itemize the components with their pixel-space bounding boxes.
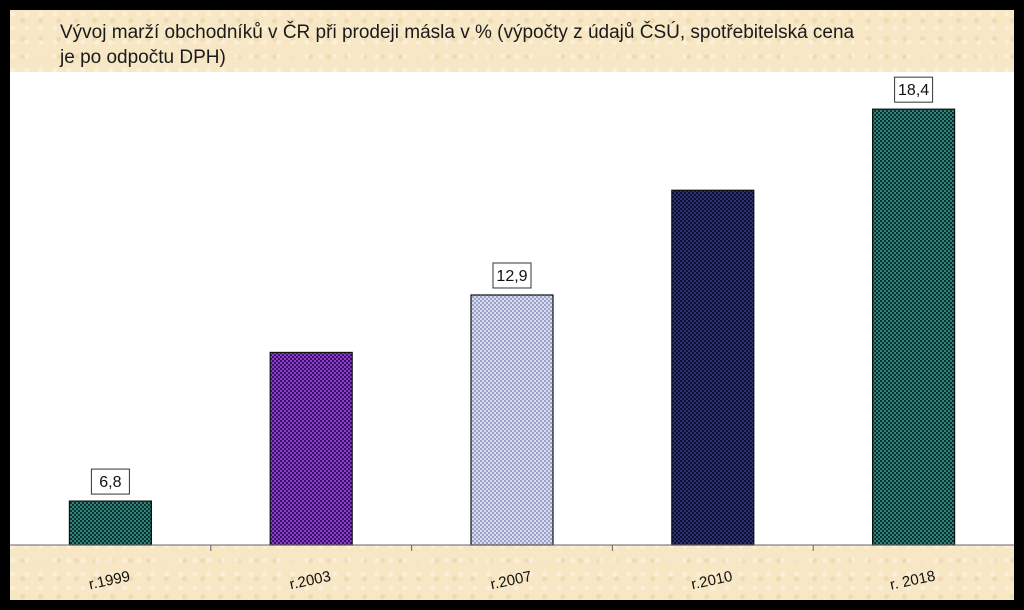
x-tick-label: r.2003 [288,568,332,593]
x-tick-label: r.1999 [87,568,131,593]
bar-2 [269,351,353,546]
data-label: 18,4 [898,82,929,99]
chart-frame: Vývoj marží obchodníků v ČR při prodeji … [10,10,1014,600]
x-tick-label: r.2010 [690,568,734,593]
bar-5 [871,108,956,546]
bar-4 [671,189,755,546]
bar-chart: r.1999 r.2003 r.2007 r.2010 r. 2018 6,8 12,9 1… [10,72,1014,594]
data-label-box [894,76,934,103]
x-tick-label: r. 2018 [888,568,936,594]
data-label: 12,9 [496,268,527,285]
bar-3 [470,294,554,546]
data-label-box [90,468,130,495]
chart-title: Vývoj marží obchodníků v ČR při prodeji … [60,22,855,68]
bar-1 [68,500,153,546]
data-label: 6,8 [99,474,121,491]
x-tick-label: r.2007 [489,568,533,593]
data-label-box [492,262,532,289]
